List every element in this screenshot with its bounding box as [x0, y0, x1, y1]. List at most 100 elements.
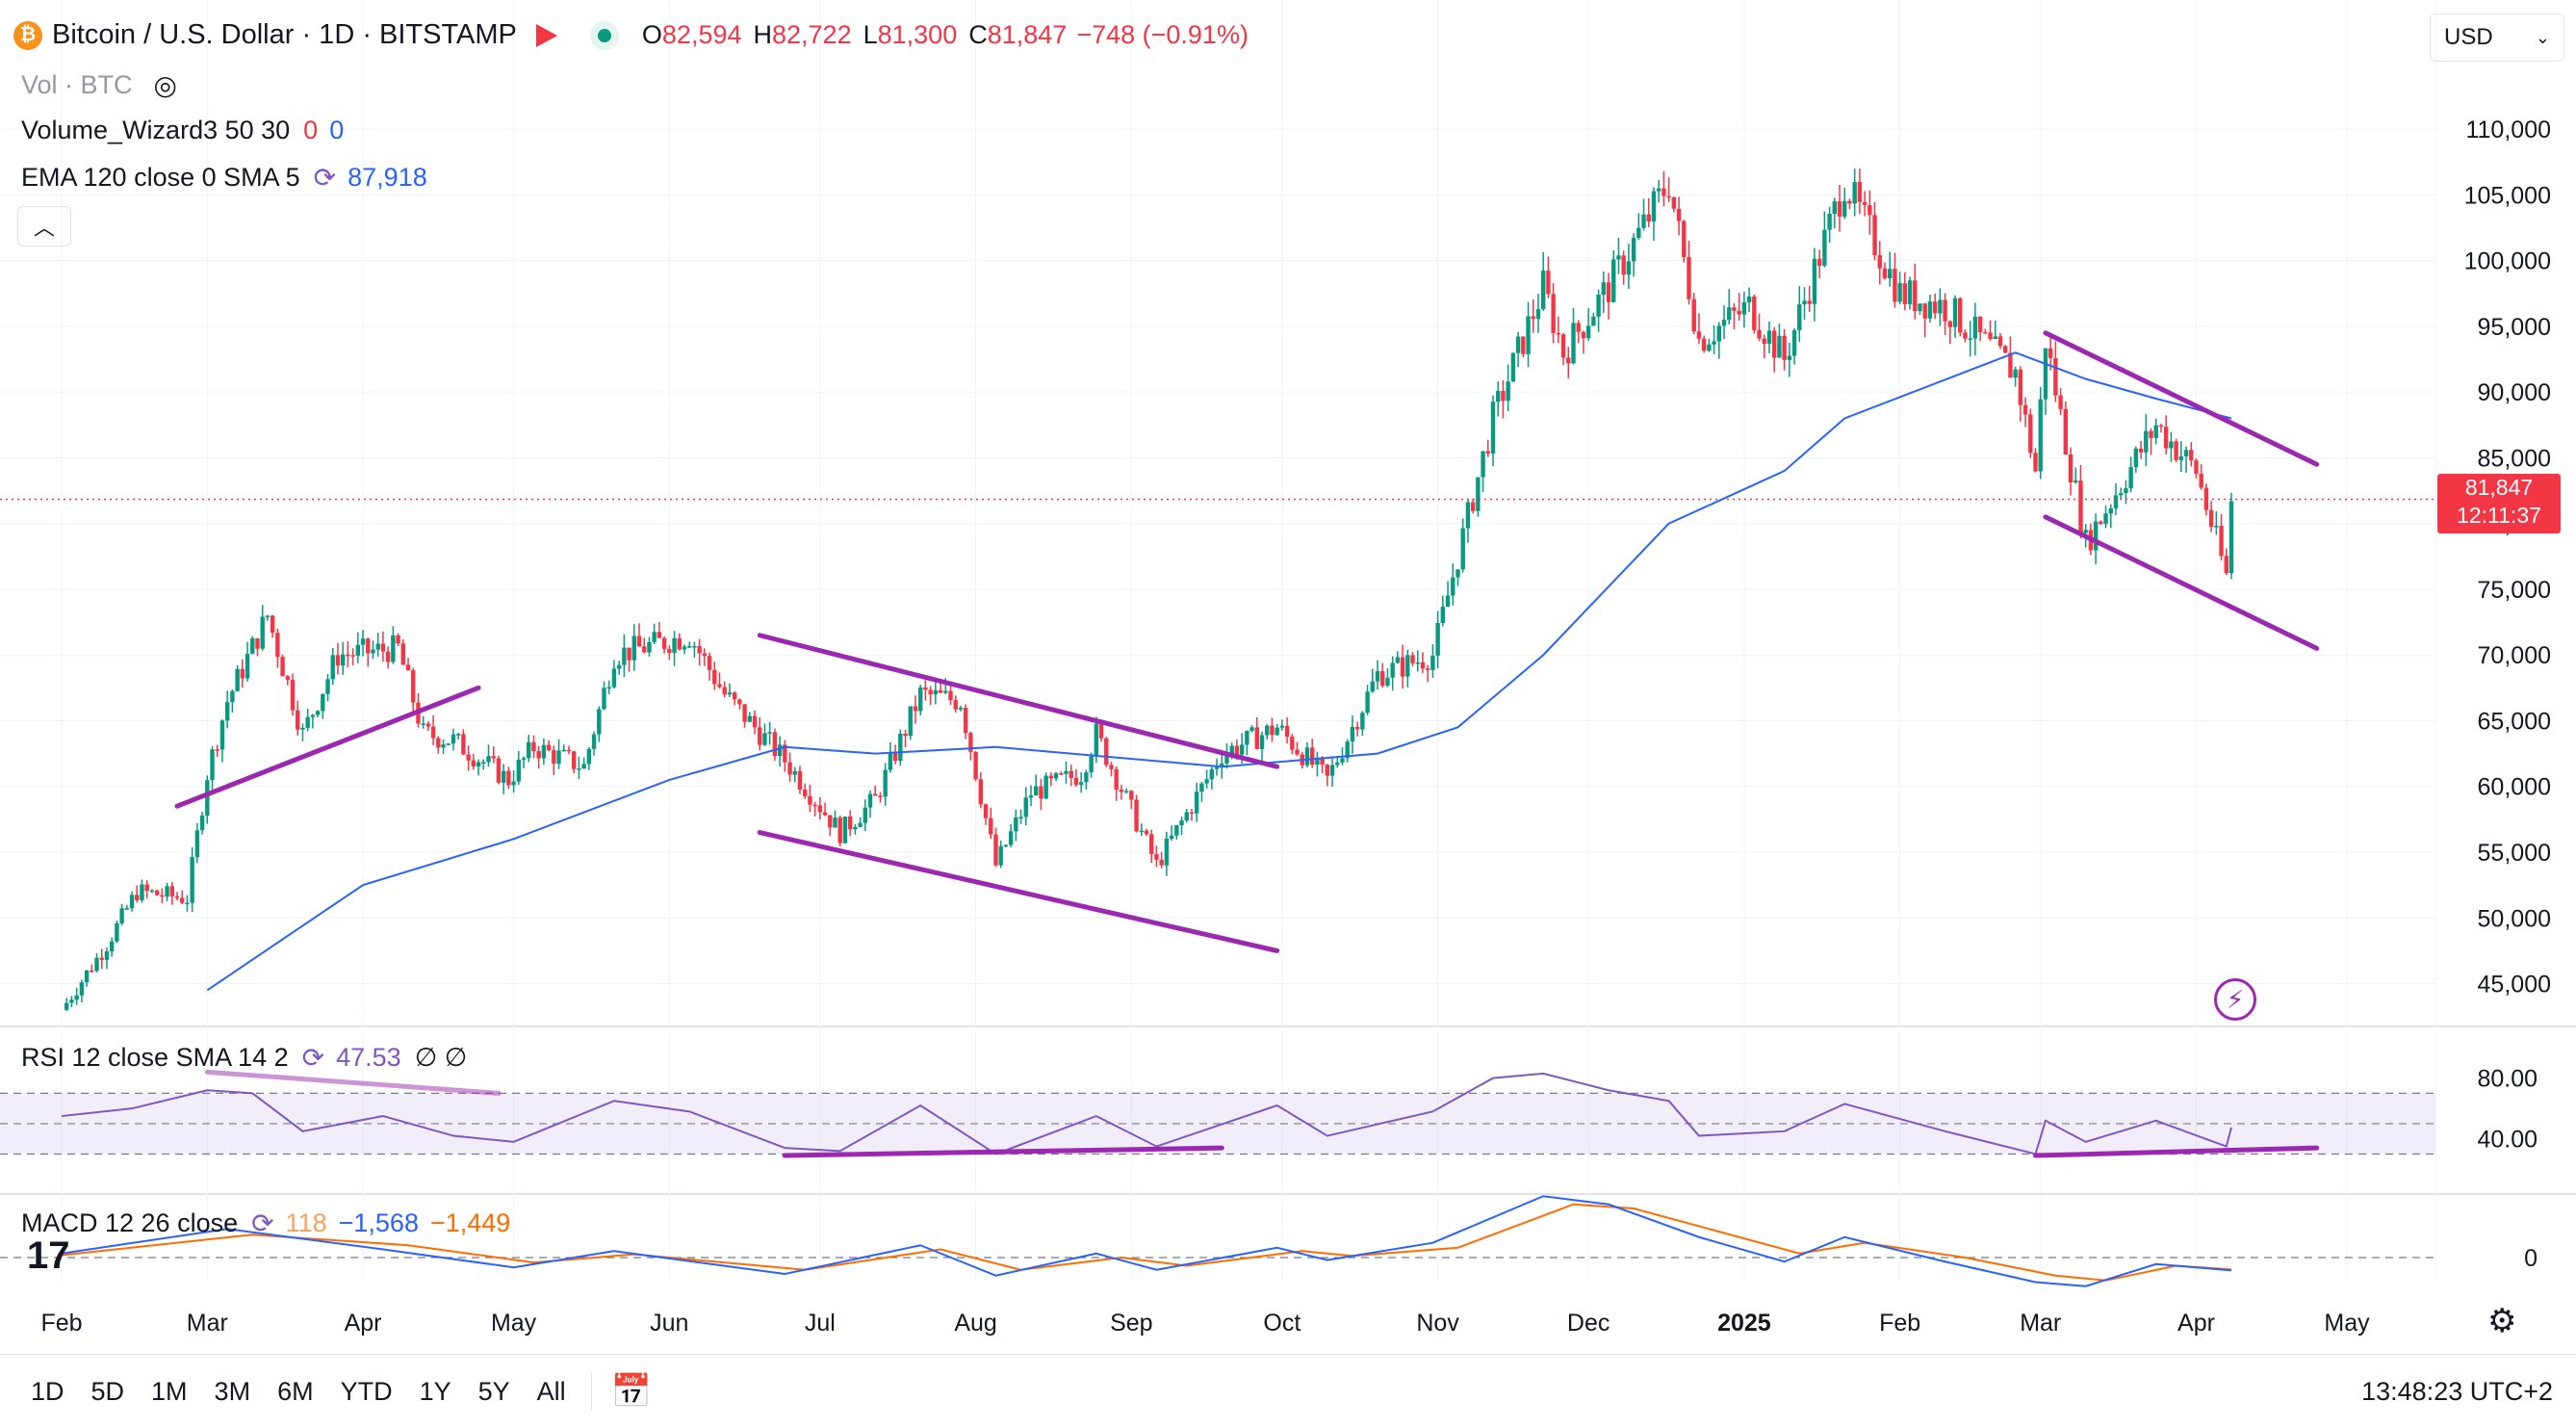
volume-wizard-legend[interactable]: Volume_Wizard3 50 30 0 0 [21, 116, 344, 145]
candle-body [366, 638, 371, 654]
timeframe-list: 1D 5D 1M 3M 6M YTD 1Y 5Y All [17, 1377, 580, 1407]
candle-body [1907, 280, 1913, 304]
candle-body [546, 744, 552, 751]
timeframe-1d[interactable]: 1D [31, 1376, 64, 1406]
currency-select[interactable]: USD ⌄ [2430, 13, 2564, 62]
candle-body [2178, 455, 2184, 460]
candle-body [144, 884, 149, 892]
tradingview-logo-icon[interactable]: 17 [27, 1234, 70, 1277]
candle-body [84, 970, 90, 983]
candle-body [1059, 772, 1064, 775]
candle-body [727, 692, 733, 695]
candle-body [375, 643, 380, 650]
candle-body [385, 651, 391, 662]
candle-body [1791, 329, 1797, 356]
flag-icon[interactable] [535, 23, 557, 47]
candle-body [1329, 765, 1335, 776]
candle-body [1977, 316, 1983, 333]
timeframe-5d[interactable]: 5D [90, 1376, 125, 1406]
candle-body [1340, 758, 1345, 763]
candle-body [1189, 812, 1195, 814]
x-tick-label: May [2324, 1310, 2370, 1337]
candle-body [1656, 188, 1662, 192]
candle-body [1410, 655, 1415, 663]
timeframe-6m[interactable]: 6M [277, 1376, 314, 1406]
candle-body [1877, 254, 1882, 269]
candle-body [873, 793, 878, 796]
candle-body [1712, 341, 1716, 345]
volume-legend[interactable]: Vol · BTC ◎ [21, 69, 177, 101]
candle-body [496, 758, 502, 783]
candle-body [396, 635, 400, 644]
macd-legend[interactable]: MACD 12 26 close ⟳ 118 −1,568 −1,449 [21, 1207, 510, 1239]
date-range-divider [590, 1372, 592, 1411]
settings-gear-icon[interactable]: ⚙ [2487, 1303, 2517, 1339]
rsi-legend[interactable]: RSI 12 close SMA 14 2 ⟳ 47.53 ∅ ∅ [21, 1042, 467, 1074]
candle-body [1983, 332, 1988, 334]
x-axis[interactable]: Feb Mar Apr May Jun Jul Aug Sep Oct Nov Dec 2025 Feb… [40, 1310, 2370, 1337]
candle-body [94, 957, 99, 972]
timeframe-3m[interactable]: 3M [214, 1376, 251, 1406]
timeframe-ytd[interactable]: YTD [340, 1376, 393, 1406]
candle-body [305, 716, 310, 728]
rsi-value: 47.53 [336, 1043, 401, 1072]
timeframe-1y[interactable]: 1Y [419, 1376, 451, 1406]
y-axis[interactable]: 110,000 105,000 100,000 95,000 90,000 85,000 8… [2464, 117, 2551, 998]
candle-body [1927, 301, 1933, 319]
candle-body [1822, 229, 1827, 266]
candle-body [1952, 298, 1958, 327]
timeframe-1m[interactable]: 1M [151, 1376, 188, 1406]
candle-body [1159, 859, 1164, 866]
candle-body [616, 664, 622, 669]
candle-body [2074, 480, 2078, 483]
candle-body [571, 751, 577, 769]
timeframe-all[interactable]: All [536, 1376, 566, 1406]
candle-body [1596, 295, 1601, 317]
replay-icon[interactable]: ⟳ [251, 1208, 274, 1238]
price-chart[interactable]: 110,000105,000100,00095,00090,00085,0008… [0, 0, 2576, 1354]
candle-body [1515, 336, 1521, 353]
candle-body [1816, 258, 1822, 266]
collapse-legend-button[interactable]: ︿ [17, 206, 71, 247]
candle-body [1812, 258, 1817, 304]
candle-body [491, 756, 496, 759]
lightning-icon[interactable]: ⚡ [2214, 978, 2256, 1021]
eye-hidden-icon[interactable]: ◎ [153, 70, 177, 100]
candle-body [2048, 348, 2053, 358]
go-to-date-icon[interactable]: 📅 [610, 1373, 652, 1410]
symbol-header[interactable]: ₿ Bitcoin / U.S. Dollar · 1D · BITSTAMP … [13, 19, 1249, 51]
candle-body [1988, 332, 1993, 340]
candle-body [1721, 320, 1727, 326]
symbol-title[interactable]: Bitcoin / U.S. Dollar · 1D · BITSTAMP [52, 19, 517, 50]
candle-body [2153, 425, 2158, 438]
candle-body [1335, 762, 1340, 766]
ema-legend[interactable]: EMA 120 close 0 SMA 5 ⟳ 87,918 [21, 162, 427, 194]
replay-icon[interactable]: ⟳ [313, 163, 337, 193]
candle-body [1741, 301, 1747, 315]
candle-body [2208, 509, 2214, 528]
candle-body [963, 708, 968, 734]
candle-body [315, 711, 321, 715]
candle-body [672, 637, 677, 654]
candle-body [180, 897, 185, 903]
currency-label: USD [2444, 24, 2493, 50]
candle-body [355, 644, 361, 656]
ema-label: EMA 120 close 0 SMA 5 [21, 163, 300, 192]
candle-body [190, 857, 194, 903]
clock[interactable]: 13:48:23 UTC+2 [2361, 1376, 2553, 1406]
candle-body [2058, 395, 2063, 409]
candle-body [466, 754, 471, 761]
candle-body [1139, 830, 1144, 833]
replay-icon[interactable]: ⟳ [301, 1043, 325, 1073]
candle-body [1888, 269, 1893, 279]
macd-value: −1,568 [338, 1208, 419, 1237]
y-tick-label: 85,000 [2478, 445, 2551, 472]
candle-body [2228, 501, 2234, 574]
candle-body [1053, 772, 1059, 779]
trendline [2043, 330, 2320, 467]
last-price-value: 81,847 [2464, 475, 2534, 500]
timeframe-5y[interactable]: 5Y [477, 1376, 510, 1406]
candle-body [1420, 662, 1426, 669]
market-status-icon[interactable] [589, 20, 619, 50]
candle-body [99, 957, 104, 960]
